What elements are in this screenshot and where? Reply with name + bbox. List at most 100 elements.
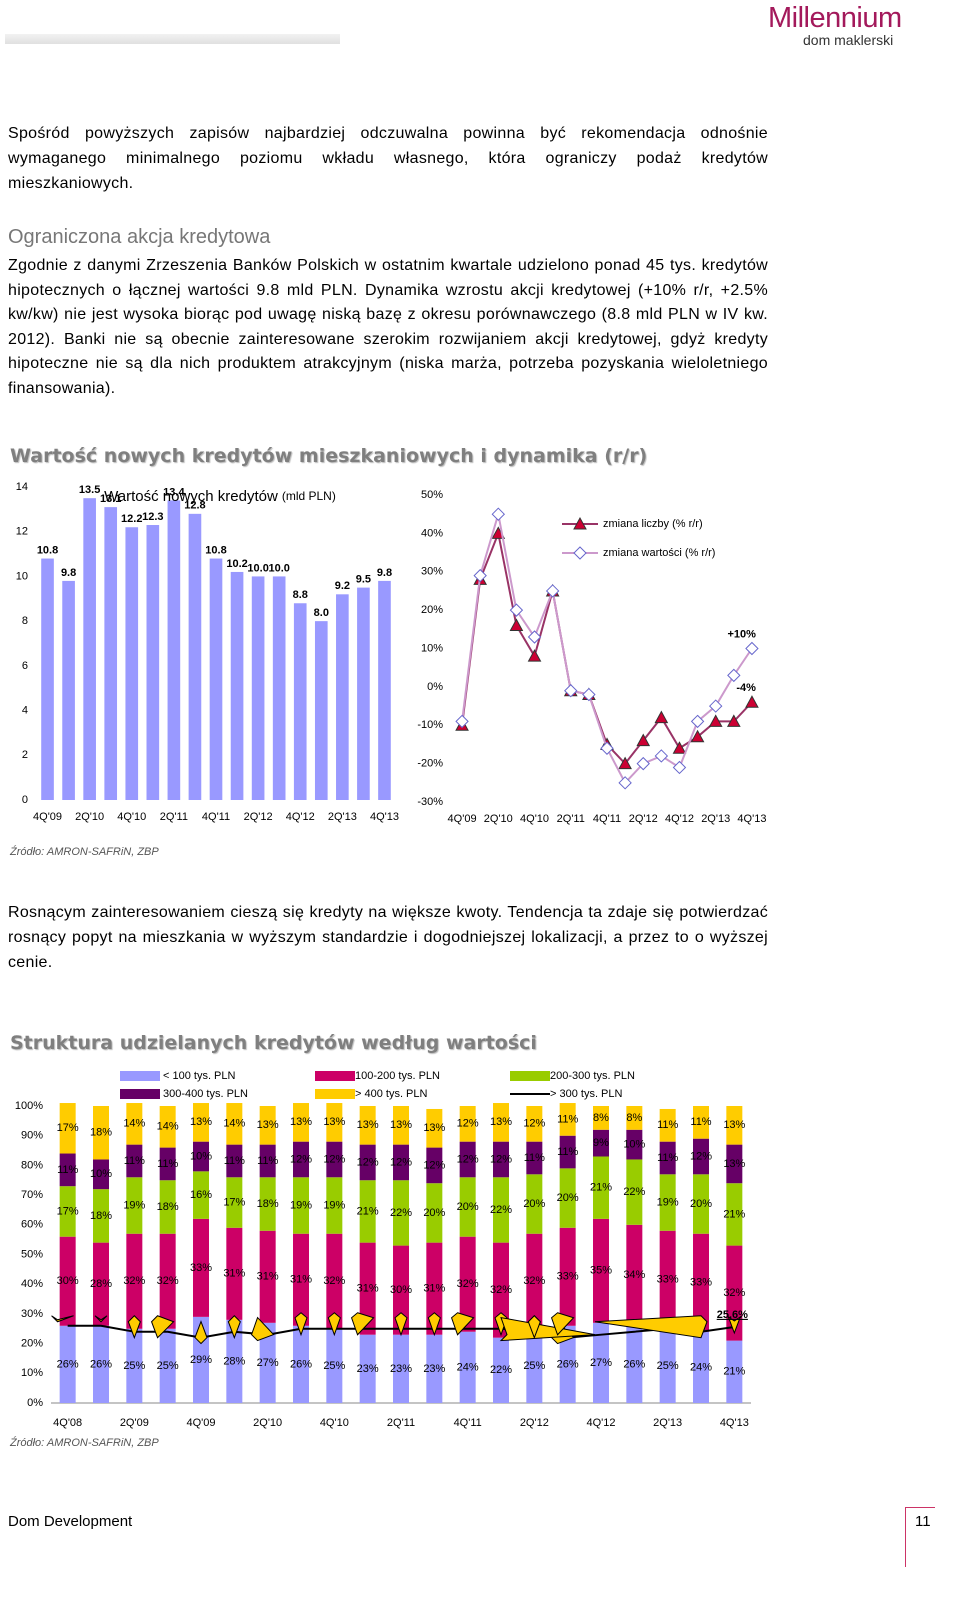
data-label: 29%: [190, 1354, 212, 1366]
bar-segment: [626, 1129, 643, 1160]
data-label: 20%: [457, 1201, 479, 1213]
x-tick-label: 4Q'13: [720, 1417, 749, 1429]
bar-segment: [326, 1233, 343, 1329]
marker: [654, 749, 669, 763]
data-label: 33%: [190, 1262, 212, 1274]
data-label: 19%: [123, 1199, 145, 1211]
x-tick-label: 4Q'10: [117, 811, 146, 823]
data-label: 20%: [423, 1207, 445, 1219]
data-label: 30%: [57, 1275, 79, 1287]
data-label: 18%: [257, 1198, 279, 1210]
x-tick-label: 4Q'12: [586, 1417, 615, 1429]
bar-segment: [693, 1174, 709, 1234]
bar-segment: [259, 1322, 276, 1403]
bar-segment: [326, 1328, 343, 1403]
data-label: 10.0: [268, 562, 289, 574]
data-label: 13%: [423, 1122, 445, 1134]
legend-label: zmiana liczby (% r/r): [603, 518, 703, 530]
y-tick-label: 20%: [21, 1338, 43, 1350]
bar-segment: [193, 1171, 209, 1219]
bar-segment: [559, 1227, 576, 1326]
bar-segment: [493, 1337, 509, 1403]
bar-segment: [93, 1106, 109, 1160]
marker: [194, 1320, 208, 1345]
bar-segment: [626, 1224, 643, 1326]
bar-segment: [193, 1141, 209, 1172]
bar-segment: [226, 1227, 243, 1320]
bar: [62, 580, 75, 800]
marker: [545, 584, 560, 598]
data-label: 31%: [357, 1283, 379, 1295]
bar-segment: [693, 1331, 709, 1403]
marker: [690, 729, 705, 743]
data-label: 34%: [623, 1269, 645, 1281]
bar-segment: [226, 1319, 243, 1403]
series-line: [461, 529, 753, 766]
data-label: 12%: [357, 1156, 379, 1168]
paragraph: Zgodnie z danymi Zrzeszenia Banków Polsk…: [8, 257, 768, 397]
bar-segment: [259, 1144, 276, 1178]
marker: [672, 760, 687, 775]
x-tick-label: 2Q'10: [75, 811, 104, 823]
y-tick-label: 100%: [15, 1100, 43, 1112]
y-tick-label: 90%: [21, 1130, 43, 1142]
data-label: 28%: [90, 1278, 112, 1290]
data-label: 13%: [323, 1116, 345, 1128]
y-tick-label: 40%: [421, 527, 443, 539]
data-label: 21%: [723, 1366, 745, 1378]
data-label: 8%: [593, 1112, 609, 1124]
bar: [146, 525, 160, 800]
bar-segment: [93, 1325, 109, 1403]
x-tick-label: 2Q'12: [520, 1417, 549, 1429]
y-tick-label: -10%: [417, 719, 443, 731]
marker: [491, 507, 506, 521]
bar-segment: [293, 1233, 309, 1326]
data-label: 21%: [723, 1208, 745, 1220]
data-label: 19%: [290, 1199, 312, 1211]
bar-segment: [493, 1103, 509, 1142]
bar-segment: [559, 1168, 576, 1228]
bar-segment: [659, 1108, 676, 1142]
bar-segment: [726, 1340, 743, 1403]
bar-segment: [93, 1189, 109, 1243]
data-label: 22%: [490, 1204, 512, 1216]
data-label: 16%: [190, 1189, 212, 1201]
x-tick-label: 4Q'11: [593, 813, 621, 825]
bar-segment: [226, 1144, 243, 1178]
marker: [94, 1315, 108, 1323]
data-label: 32%: [123, 1275, 145, 1287]
data-label: 27%: [590, 1357, 612, 1369]
legend-label: > 300 tys. PLN: [550, 1088, 623, 1100]
data-label: 13%: [490, 1116, 512, 1128]
x-tick-label: 4Q'13: [737, 813, 766, 825]
x-tick-label: 4Q'11: [454, 1417, 482, 1429]
marker: [294, 1312, 308, 1337]
x-tick-label: 2Q'11: [557, 813, 585, 825]
data-label: 9.8: [61, 567, 76, 579]
bar-segment: [593, 1218, 609, 1323]
x-tick-label: 4Q'08: [53, 1417, 82, 1429]
data-label: 18%: [90, 1210, 112, 1222]
data-label: 13%: [290, 1116, 312, 1128]
data-label: 14%: [123, 1118, 145, 1130]
bar-segment: [693, 1106, 709, 1139]
data-label: 17%: [57, 1205, 79, 1217]
data-label: 10.2: [226, 558, 247, 570]
bar-segment: [293, 1325, 309, 1403]
bar-segment: [459, 1236, 476, 1332]
data-label: 14%: [223, 1118, 245, 1130]
bar-segment: [459, 1331, 476, 1403]
data-label: 12%: [390, 1156, 412, 1168]
y-tick-label: 50%: [21, 1248, 43, 1260]
bar-segment: [526, 1328, 543, 1403]
data-label: 26%: [557, 1358, 579, 1370]
data-label: 12.3: [142, 511, 163, 523]
x-tick-label: 4Q'12: [665, 813, 694, 825]
bar-segment: [393, 1144, 409, 1181]
data-label: 30%: [390, 1284, 412, 1296]
marker: [582, 687, 596, 702]
x-tick-label: 4Q'09: [33, 811, 62, 823]
y-tick-label: 10: [16, 570, 28, 582]
y-tick-label: 30%: [421, 566, 443, 578]
